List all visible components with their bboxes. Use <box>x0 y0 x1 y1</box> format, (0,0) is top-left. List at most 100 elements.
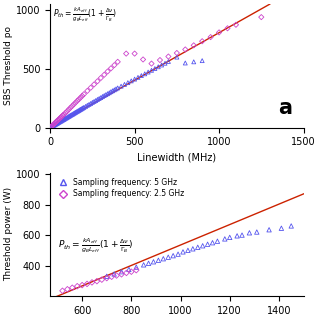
Point <box>163 61 168 66</box>
Point <box>68 105 73 110</box>
Point <box>200 39 205 44</box>
Point <box>68 113 73 118</box>
Point <box>114 86 119 92</box>
Point <box>62 116 67 122</box>
Point <box>81 105 86 110</box>
Point <box>105 91 110 96</box>
Point <box>52 123 57 128</box>
Point <box>59 115 64 120</box>
Text: $P_{th} = \frac{kA_{eff}}{g_B L_{eff}}(1 + \frac{\Delta\nu}{\Gamma_B})$: $P_{th} = \frac{kA_{eff}}{g_B L_{eff}}(1… <box>58 237 133 255</box>
Point <box>58 119 63 124</box>
Point <box>52 121 57 126</box>
Point <box>132 51 137 56</box>
Point <box>279 226 284 231</box>
Point <box>53 121 59 126</box>
Point <box>124 270 129 276</box>
Point <box>48 124 53 129</box>
Point <box>56 120 61 125</box>
Point <box>180 249 186 254</box>
Point <box>166 59 171 64</box>
Point <box>92 82 97 87</box>
Point <box>72 110 77 116</box>
Point <box>149 68 154 73</box>
Point <box>102 72 107 77</box>
Point <box>71 111 76 116</box>
Point <box>65 114 70 119</box>
Point <box>75 284 80 289</box>
Point <box>71 102 76 107</box>
Point <box>267 227 272 232</box>
Point <box>55 118 60 123</box>
Point <box>108 66 114 71</box>
Point <box>157 58 163 63</box>
Point <box>69 103 75 108</box>
Point <box>156 64 161 69</box>
Point <box>156 258 161 263</box>
Point <box>146 261 151 266</box>
Point <box>80 93 85 98</box>
X-axis label: Linewidth (MHz): Linewidth (MHz) <box>137 153 216 163</box>
Point <box>135 75 140 80</box>
Point <box>115 59 120 64</box>
Point <box>171 253 176 258</box>
Point <box>142 71 147 76</box>
Point <box>50 124 55 129</box>
Point <box>129 269 134 274</box>
Point <box>191 43 196 48</box>
Point <box>183 60 188 66</box>
Point <box>109 274 114 279</box>
Point <box>90 100 95 105</box>
Point <box>104 274 109 279</box>
Point <box>85 103 90 108</box>
Point <box>70 285 75 290</box>
Point <box>112 271 117 276</box>
Point <box>112 87 117 92</box>
Point <box>73 110 78 115</box>
Point <box>54 119 60 124</box>
Point <box>174 51 180 56</box>
Point <box>141 262 146 268</box>
Point <box>259 14 264 20</box>
Y-axis label: SBS Threshold po: SBS Threshold po <box>4 27 13 106</box>
Point <box>57 119 62 124</box>
Point <box>69 112 75 117</box>
Point <box>61 112 66 117</box>
Point <box>239 233 244 238</box>
Point <box>59 118 64 124</box>
Point <box>53 122 58 127</box>
Point <box>80 106 85 111</box>
Point <box>159 62 164 68</box>
Point <box>74 109 79 114</box>
Point <box>119 272 124 277</box>
Point <box>222 236 228 242</box>
Point <box>174 54 180 60</box>
Point <box>66 114 71 119</box>
Point <box>140 57 146 62</box>
Point <box>65 115 70 120</box>
Point <box>66 107 71 112</box>
Point <box>76 108 81 114</box>
Point <box>215 239 220 244</box>
Point <box>81 105 86 110</box>
Point <box>48 124 53 130</box>
Point <box>88 85 93 90</box>
Point <box>56 117 61 122</box>
Point <box>76 108 82 113</box>
Point <box>100 94 105 99</box>
Point <box>152 66 157 71</box>
Point <box>60 117 65 123</box>
Point <box>132 76 137 82</box>
Point <box>185 248 190 253</box>
Point <box>93 98 98 103</box>
Point <box>92 99 97 104</box>
Point <box>166 255 171 260</box>
Point <box>200 58 205 63</box>
Point <box>58 115 63 120</box>
Point <box>161 256 166 261</box>
Point <box>247 230 252 236</box>
Point <box>102 93 107 98</box>
Point <box>205 242 210 247</box>
Point <box>98 76 103 81</box>
Point <box>51 123 56 128</box>
Point <box>55 120 60 125</box>
